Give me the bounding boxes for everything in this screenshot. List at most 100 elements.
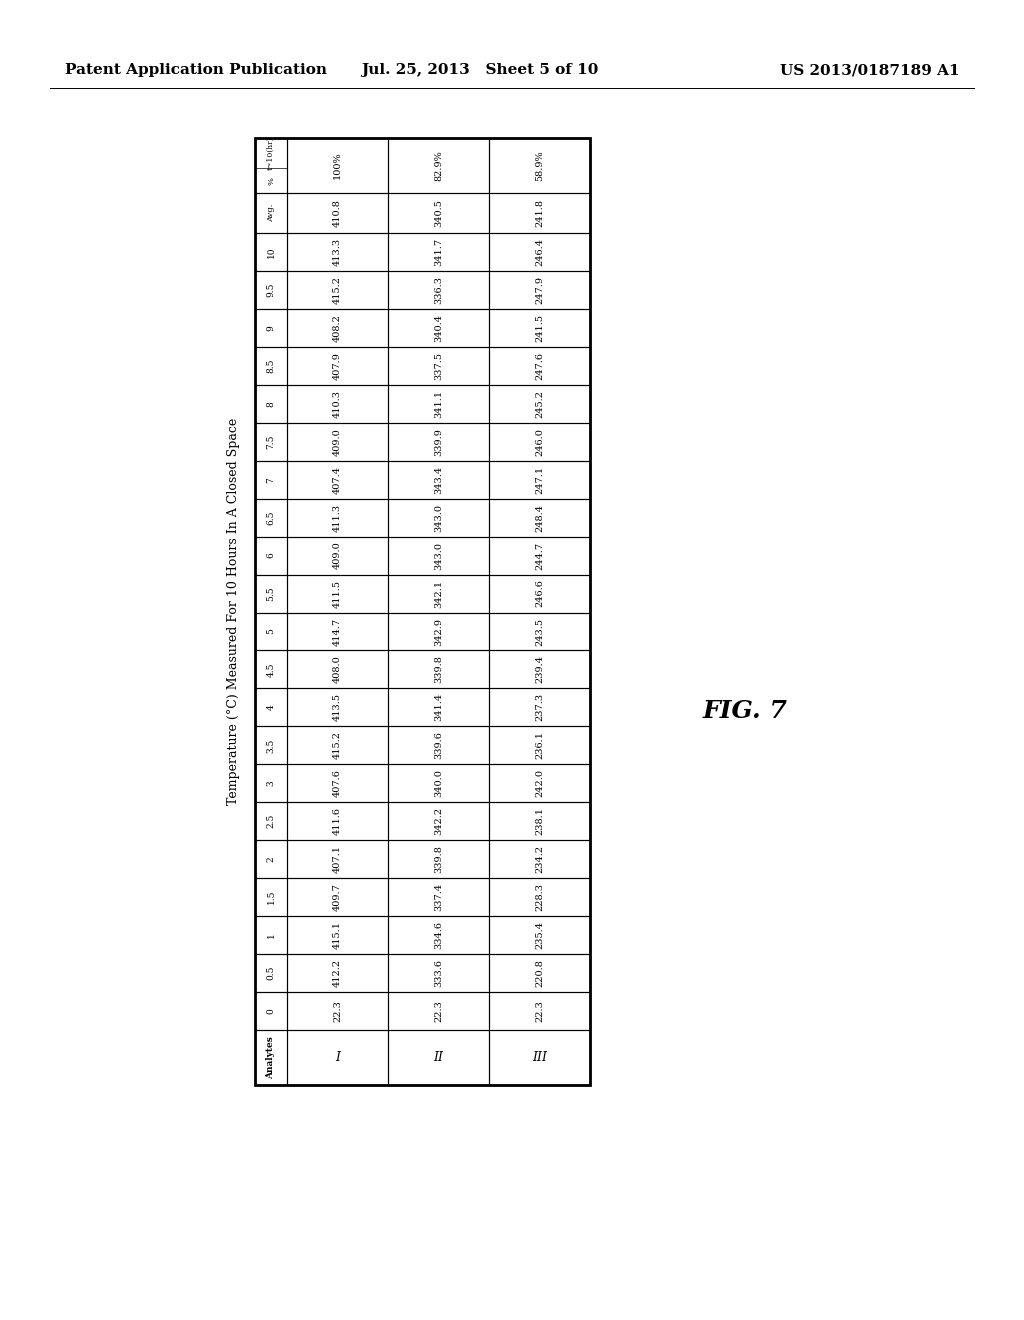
Bar	[388, 764, 489, 803]
Text: 415.1: 415.1	[333, 921, 342, 949]
Text: 82.9%: 82.9%	[434, 150, 443, 181]
Bar	[388, 726, 489, 764]
Text: 334.6: 334.6	[434, 921, 443, 949]
Text: 410.3: 410.3	[333, 389, 342, 418]
Text: %: %	[267, 177, 275, 185]
Text: 340.5: 340.5	[434, 199, 443, 227]
Text: 342.9: 342.9	[434, 618, 443, 645]
Text: 241.5: 241.5	[535, 314, 544, 342]
Bar	[255, 139, 287, 193]
Text: 1: 1	[266, 932, 275, 939]
Text: 339.8: 339.8	[434, 656, 443, 684]
Bar	[489, 878, 590, 916]
Bar	[255, 651, 287, 689]
Text: 2.5: 2.5	[266, 814, 275, 829]
Text: 407.1: 407.1	[333, 845, 342, 874]
Text: 343.4: 343.4	[434, 466, 443, 494]
Bar	[388, 993, 489, 1030]
Bar	[255, 916, 287, 954]
Bar	[255, 954, 287, 993]
Bar	[255, 803, 287, 841]
Text: 2: 2	[266, 857, 275, 862]
Bar	[255, 309, 287, 347]
Bar	[255, 1030, 287, 1085]
Text: 22.3: 22.3	[333, 1001, 342, 1022]
Text: 341.1: 341.1	[434, 389, 443, 418]
Text: FIG. 7: FIG. 7	[702, 700, 787, 723]
Text: 409.7: 409.7	[333, 883, 342, 911]
Text: 340.0: 340.0	[434, 770, 443, 797]
Bar	[287, 193, 388, 234]
Text: 237.3: 237.3	[535, 693, 544, 722]
Bar	[489, 689, 590, 726]
Bar	[287, 1030, 388, 1085]
Bar	[388, 422, 489, 461]
Text: 411.6: 411.6	[333, 808, 342, 836]
Bar	[255, 347, 287, 385]
Bar	[287, 841, 388, 878]
Text: 235.4: 235.4	[535, 921, 544, 949]
Text: 411.5: 411.5	[333, 579, 342, 607]
Text: 100%: 100%	[333, 152, 342, 180]
Bar	[255, 537, 287, 574]
Text: 414.7: 414.7	[333, 618, 342, 645]
Text: US 2013/0187189 A1: US 2013/0187189 A1	[780, 63, 961, 77]
Text: 410.8: 410.8	[333, 199, 342, 227]
Bar	[388, 841, 489, 878]
Bar	[489, 385, 590, 422]
Text: 409.0: 409.0	[333, 541, 342, 569]
Text: 5.5: 5.5	[266, 586, 275, 601]
Text: 343.0: 343.0	[434, 504, 443, 532]
Text: 408.0: 408.0	[333, 656, 342, 684]
Bar	[489, 916, 590, 954]
Bar	[287, 234, 388, 271]
Text: 248.4: 248.4	[535, 504, 544, 532]
Text: 58.9%: 58.9%	[535, 150, 544, 181]
Text: I: I	[335, 1051, 340, 1064]
Text: 339.8: 339.8	[434, 845, 443, 873]
Bar	[489, 1030, 590, 1085]
Bar	[489, 499, 590, 537]
Bar	[388, 234, 489, 271]
Text: 413.3: 413.3	[333, 238, 342, 267]
Text: Avg.: Avg.	[267, 203, 275, 222]
Bar	[287, 499, 388, 537]
Bar	[255, 764, 287, 803]
Text: 236.1: 236.1	[535, 731, 544, 759]
Text: 337.4: 337.4	[434, 883, 443, 911]
Bar	[255, 612, 287, 651]
Bar	[489, 234, 590, 271]
Bar	[489, 841, 590, 878]
Bar	[287, 764, 388, 803]
Bar	[388, 385, 489, 422]
Bar	[255, 139, 590, 1085]
Text: 238.1: 238.1	[535, 808, 544, 836]
Text: 247.1: 247.1	[535, 466, 544, 494]
Text: Analytes: Analytes	[266, 1036, 275, 1078]
Text: 228.3: 228.3	[535, 883, 544, 911]
Bar	[489, 193, 590, 234]
Bar	[489, 574, 590, 612]
Bar	[388, 499, 489, 537]
Bar	[287, 461, 388, 499]
Text: 409.0: 409.0	[333, 428, 342, 455]
Text: 247.9: 247.9	[535, 276, 544, 304]
Text: 246.6: 246.6	[535, 579, 544, 607]
Text: 413.5: 413.5	[333, 693, 342, 722]
Text: 415.2: 415.2	[333, 731, 342, 759]
Bar	[388, 347, 489, 385]
Text: 243.5: 243.5	[535, 618, 544, 645]
Bar	[388, 193, 489, 234]
Bar	[255, 574, 287, 612]
Bar	[489, 993, 590, 1030]
Text: 10: 10	[266, 247, 275, 257]
Text: 239.4: 239.4	[535, 656, 544, 684]
Text: 246.4: 246.4	[535, 238, 544, 265]
Bar	[255, 993, 287, 1030]
Text: 408.2: 408.2	[333, 314, 342, 342]
Bar	[489, 139, 590, 193]
Text: 234.2: 234.2	[535, 845, 544, 874]
Bar	[388, 651, 489, 689]
Bar	[287, 689, 388, 726]
Bar	[388, 689, 489, 726]
